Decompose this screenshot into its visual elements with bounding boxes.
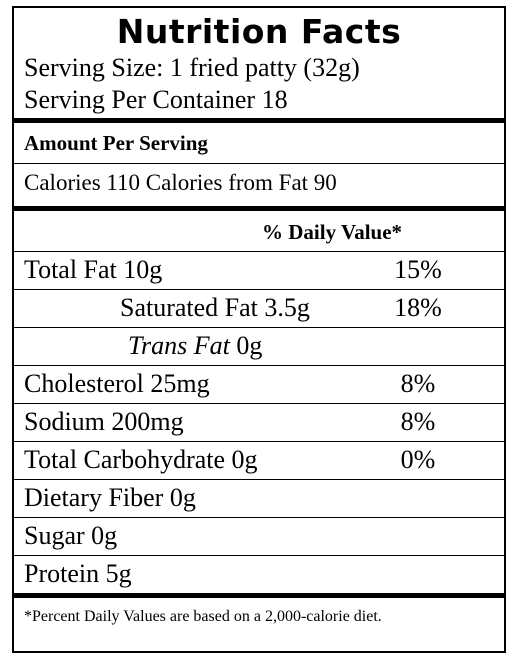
nutrient-row-protein: Protein 5g bbox=[14, 556, 504, 593]
nutrient-label: Sodium 200mg bbox=[24, 407, 184, 436]
label-title: Nutrition Facts bbox=[116, 12, 402, 51]
daily-value-header: % Daily Value* bbox=[14, 211, 504, 251]
daily-value-header-text: % Daily Value* bbox=[262, 220, 403, 244]
calories-line: Calories 110 Calories from Fat 90 bbox=[24, 170, 337, 195]
nutrient-label: Total Fat 10g bbox=[24, 255, 163, 284]
nutrient-row-total-fat: Total Fat 10g 15% bbox=[14, 252, 504, 289]
nutrient-row-sodium: Sodium 200mg 8% bbox=[14, 404, 504, 441]
divider bbox=[14, 118, 504, 123]
nutrient-label: Cholesterol 25mg bbox=[24, 369, 210, 398]
divider bbox=[14, 479, 504, 480]
nutrient-row-cholesterol: Cholesterol 25mg 8% bbox=[14, 366, 504, 403]
nutrient-dv: 8% bbox=[400, 407, 436, 436]
amount-per-serving: Amount Per Serving bbox=[24, 131, 208, 155]
serving-size: Serving Size: 1 fried patty (32g) bbox=[24, 53, 360, 82]
nutrient-label: Total Carbohydrate 0g bbox=[24, 445, 258, 474]
divider bbox=[14, 555, 504, 556]
nutrient-row-saturated-fat: Saturated Fat 3.5g 18% bbox=[14, 290, 504, 327]
nutrient-row-dietary-fiber: Dietary Fiber 0g bbox=[14, 480, 504, 517]
nutrient-dv: 0% bbox=[400, 445, 436, 474]
nutrient-dv: 15% bbox=[394, 255, 442, 284]
nutrient-label: Dietary Fiber 0g bbox=[24, 483, 196, 512]
nutrient-row-trans-fat: Trans Fat 0g bbox=[14, 328, 504, 365]
divider bbox=[14, 517, 504, 518]
divider bbox=[14, 403, 504, 404]
divider bbox=[14, 251, 504, 252]
nutrient-label-rest: 0g bbox=[229, 331, 263, 360]
nutrition-label: Nutrition Facts Serving Size: 1 fried pa… bbox=[12, 6, 506, 653]
nutrient-label: Saturated Fat 3.5g bbox=[120, 293, 310, 322]
nutrient-label-italic: Trans Fat bbox=[128, 331, 230, 360]
divider bbox=[14, 163, 504, 164]
divider bbox=[14, 289, 504, 290]
divider bbox=[14, 327, 504, 328]
nutrient-row-total-carbohydrate: Total Carbohydrate 0g 0% bbox=[14, 442, 504, 479]
nutrient-dv: 8% bbox=[400, 369, 436, 398]
divider bbox=[14, 206, 504, 211]
divider bbox=[14, 441, 504, 442]
nutrient-dv: 18% bbox=[394, 293, 442, 322]
nutrient-label: Protein 5g bbox=[24, 559, 132, 588]
nutrient-label: Sugar 0g bbox=[24, 521, 118, 550]
footnote: *Percent Daily Values are based on a 2,0… bbox=[24, 608, 382, 625]
divider bbox=[14, 365, 504, 366]
divider bbox=[14, 593, 504, 598]
nutrient-row-sugar: Sugar 0g bbox=[14, 518, 504, 555]
servings-per-container: Serving Per Container 18 bbox=[24, 85, 288, 114]
